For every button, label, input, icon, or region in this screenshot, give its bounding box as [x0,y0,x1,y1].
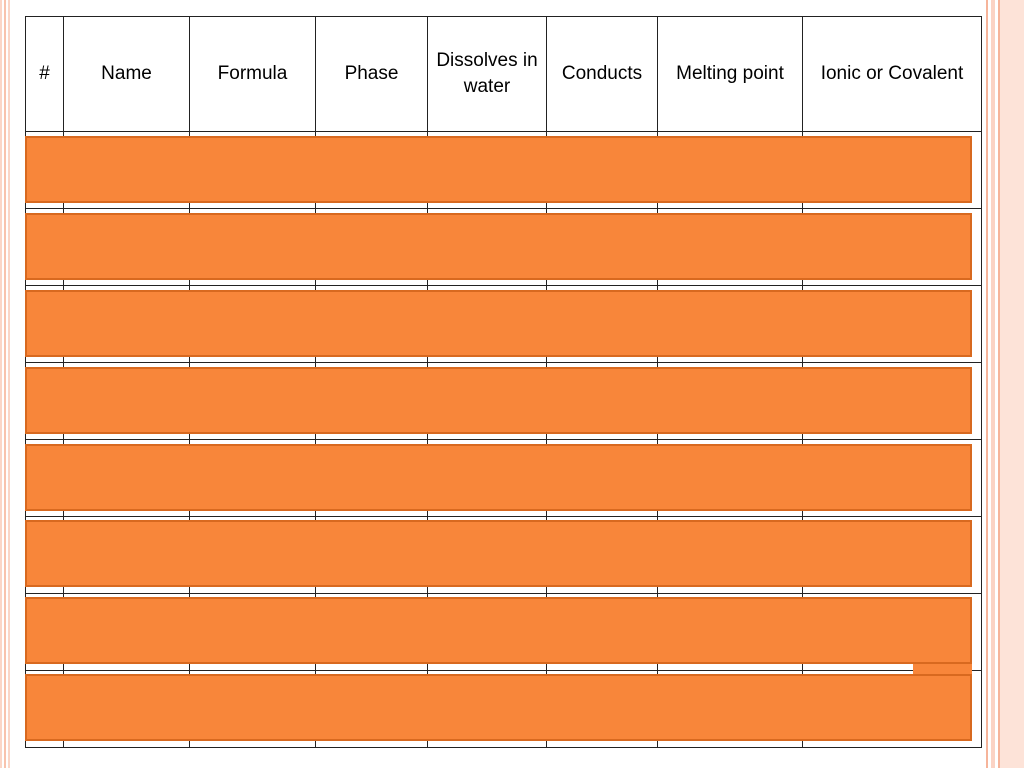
header-formula: Formula [189,16,316,132]
header-number: # [25,16,64,132]
hidden-row-cover[interactable] [25,290,972,357]
hidden-row-cover[interactable] [25,597,972,664]
hidden-row-cover[interactable] [25,213,972,280]
header-conducts: Conducts [546,16,658,132]
hidden-row-cover[interactable] [25,367,972,434]
hidden-row-cover[interactable] [25,674,972,741]
header-phase: Phase [315,16,428,132]
hidden-row-cover[interactable] [25,136,972,203]
overlay-stub [913,664,972,674]
header-row: # Name Formula Phase Dissolves in water … [25,16,982,132]
header-name: Name [63,16,190,132]
header-ionic-or-covalent: Ionic or Covalent [802,16,982,132]
hidden-row-cover[interactable] [25,444,972,511]
left-decorative-border [0,0,14,768]
header-melting-point: Melting point [657,16,803,132]
hidden-row-cover[interactable] [25,520,972,587]
header-dissolves-in-water: Dissolves in water [427,16,547,132]
right-decorative-border [982,0,1024,768]
